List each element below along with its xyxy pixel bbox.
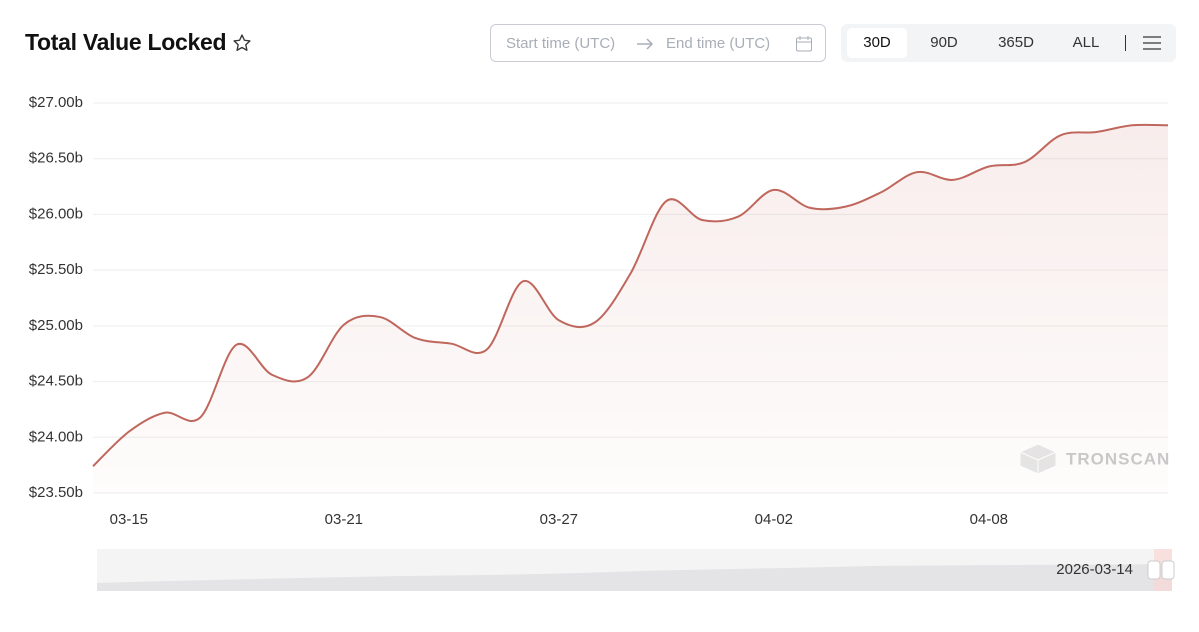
watermark: TRONSCAN [1066,449,1170,468]
x-tick-label: 04-08 [970,511,1008,528]
range-slider-preview [97,564,1172,591]
y-tick-label: $27.00b [29,94,83,111]
x-tick-label: 04-02 [755,511,793,528]
y-tick-label: $25.50b [29,261,83,278]
y-tick-label: $26.00b [29,205,83,222]
x-tick-label: 03-15 [110,511,148,528]
range-handle[interactable] [1161,560,1175,580]
calendar-icon[interactable] [795,35,813,53]
line [92,123,1169,467]
end-time-input[interactable]: End time (UTC) [666,35,771,52]
watermark-logo [1018,443,1058,475]
y-tick-label: $24.00b [29,428,83,445]
y-tick-label: $24.50b [29,373,83,390]
favorite-star[interactable] [232,33,252,53]
title: Total Value Locked [25,29,227,55]
start-time-input[interactable]: Start time (UTC) [506,35,616,52]
range-label: 2026-03-14 [1056,561,1133,578]
y-tick-label: $26.50b [29,150,83,167]
y-tick-label: $23.50b [29,484,83,501]
x-tick-label: 03-27 [540,511,578,528]
range-button[interactable]: ALL [1072,34,1100,51]
menu-icon[interactable] [1142,34,1162,52]
date-range-picker[interactable]: Start time (UTC) End time (UTC) [490,24,826,62]
line-area [93,124,1168,494]
range-button[interactable]: 90D [930,34,958,51]
arrow-icon [637,38,654,50]
range-handle[interactable] [1147,560,1161,580]
y-tick-label: $25.00b [29,317,83,334]
x-tick-label: 03-21 [325,511,363,528]
range-buttons: 30D 90D 365D ALL [841,24,1176,62]
range-button[interactable]: 30D [847,28,907,58]
separator [1125,35,1126,51]
range-button[interactable]: 365D [998,34,1034,51]
